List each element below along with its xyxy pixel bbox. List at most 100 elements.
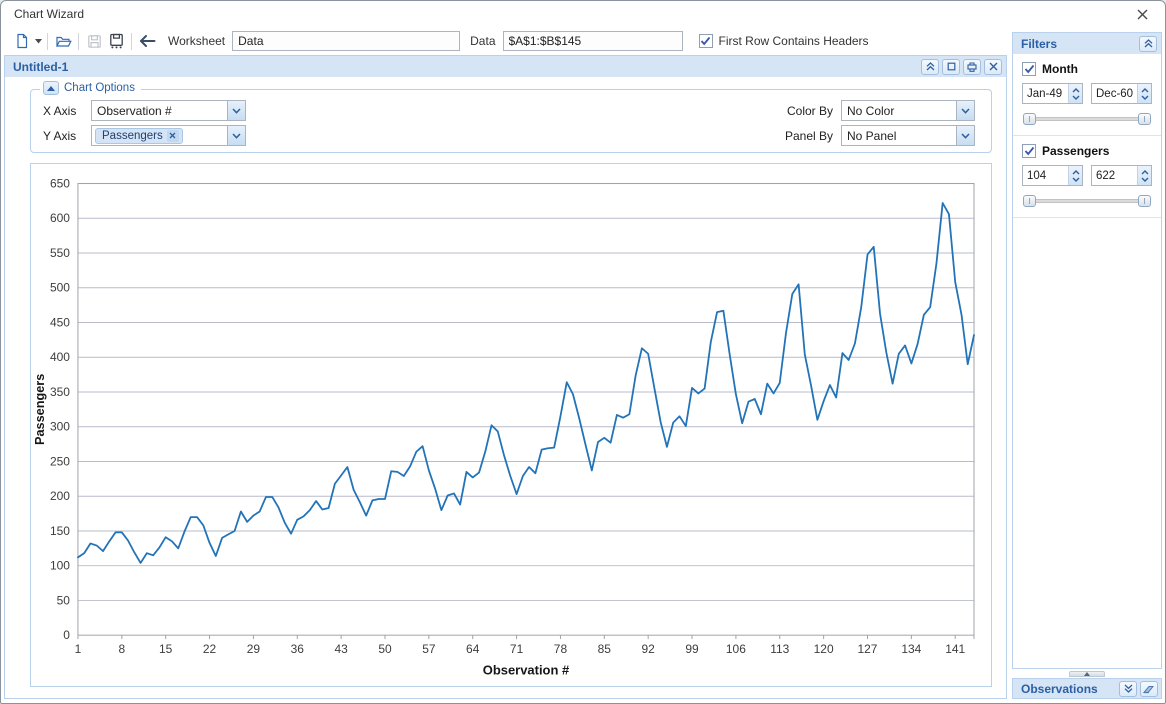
svg-text:Passengers: Passengers (32, 374, 47, 445)
svg-text:Observation #: Observation # (483, 662, 569, 677)
passengers-min-input[interactable] (1023, 166, 1068, 185)
close-icon (169, 132, 176, 139)
open-file-button[interactable] (52, 30, 74, 52)
clear-selection-button[interactable] (1140, 680, 1158, 697)
chevron-down-icon (232, 107, 241, 114)
svg-text:127: 127 (858, 642, 878, 656)
month-filter-checkbox[interactable] (1022, 62, 1036, 76)
close-panel-button[interactable] (984, 58, 1002, 75)
y-axis-dropdown-button[interactable] (227, 126, 245, 145)
month-max-spin-buttons[interactable] (1137, 84, 1151, 103)
month-max-input[interactable] (1092, 84, 1137, 103)
svg-text:106: 106 (726, 642, 746, 656)
x-axis-label: X Axis (43, 103, 77, 118)
chart-options-group: Chart Options X Axis Observation # (30, 81, 992, 153)
new-document-menu-button[interactable] (33, 30, 43, 52)
svg-text:78: 78 (554, 642, 568, 656)
panel-splitter[interactable] (1012, 669, 1162, 678)
svg-text:450: 450 (50, 316, 70, 330)
svg-text:500: 500 (50, 281, 70, 295)
splitter-grip[interactable] (1069, 670, 1105, 677)
svg-text:134: 134 (901, 642, 921, 656)
y-axis-label: Y Axis (43, 128, 77, 143)
new-document-button[interactable] (11, 30, 33, 52)
filters-title: Filters (1021, 36, 1058, 51)
chevron-up-icon (1141, 87, 1148, 92)
svg-text:350: 350 (50, 385, 70, 399)
x-axis-combobox[interactable]: Observation # (91, 100, 246, 121)
chart-area[interactable]: 0 50 100 150 200 250 300 350 400 450 500 550 600 650 1… (30, 163, 992, 687)
month-slider-max-handle[interactable] (1138, 113, 1151, 125)
observations-panel-header: Observations (1012, 678, 1162, 699)
print-button[interactable] (963, 58, 981, 75)
svg-text:43: 43 (334, 642, 348, 656)
svg-text:400: 400 (50, 350, 70, 364)
expand-observations-button[interactable] (1119, 680, 1137, 697)
y-axis-combobox[interactable]: Passengers (91, 125, 246, 146)
passengers-slider-min-handle[interactable] (1023, 195, 1036, 207)
triangle-up-icon (47, 85, 55, 91)
toolbar-separator (47, 32, 48, 50)
filters-panel: Filters Month (1012, 32, 1162, 669)
export-data-button[interactable] (105, 30, 127, 52)
passengers-filter-checkbox[interactable] (1022, 144, 1036, 158)
remove-y-axis-tag-button[interactable] (166, 129, 179, 142)
chevron-down-icon (1072, 177, 1079, 182)
first-row-headers-checkbox[interactable] (698, 34, 713, 48)
panel-by-dropdown-button[interactable] (956, 126, 974, 145)
svg-text:113: 113 (770, 642, 790, 656)
data-range-input[interactable] (502, 31, 683, 51)
float-window-button[interactable] (942, 58, 960, 75)
float-window-icon (947, 62, 955, 71)
slider-track[interactable] (1023, 117, 1151, 121)
color-by-dropdown-button[interactable] (956, 101, 974, 120)
svg-text:36: 36 (291, 642, 305, 656)
observations-title: Observations (1021, 681, 1098, 696)
filters-empty-space (1013, 218, 1161, 668)
data-range-label: Data (470, 34, 496, 48)
slider-track[interactable] (1023, 199, 1151, 203)
back-arrow-icon (140, 35, 156, 47)
passengers-max-input[interactable] (1092, 166, 1137, 185)
passengers-slider-max-handle[interactable] (1138, 195, 1151, 207)
month-min-input[interactable] (1023, 84, 1068, 103)
toolbar-separator (131, 32, 132, 50)
collapse-panel-button[interactable] (921, 58, 939, 75)
save-button[interactable] (83, 30, 105, 52)
color-by-combobox[interactable]: No Color (841, 100, 975, 121)
passengers-range-slider[interactable] (1023, 195, 1151, 207)
passengers-max-spin-buttons[interactable] (1137, 166, 1151, 185)
panel-by-combobox[interactable]: No Panel (841, 125, 975, 146)
worksheet-input[interactable] (232, 31, 461, 51)
document-header: Untitled-1 (5, 56, 1006, 77)
window-close-button[interactable] (1127, 3, 1157, 25)
filters-column: Filters Month (1012, 32, 1162, 699)
chevron-down-icon (1141, 95, 1148, 100)
toolbar-separator (78, 32, 79, 50)
passengers-line-chart[interactable]: 0501001502002503003504004505005506006501… (31, 164, 991, 686)
close-icon (989, 62, 997, 71)
x-axis-dropdown-button[interactable] (227, 101, 245, 120)
new-document-icon (17, 33, 28, 49)
worksheet-label: Worksheet (168, 34, 226, 48)
back-button[interactable] (136, 30, 158, 52)
collapse-filters-button[interactable] (1139, 35, 1157, 52)
first-row-headers-label: First Row Contains Headers (718, 34, 869, 48)
month-max-spinner (1091, 83, 1152, 104)
month-range-slider[interactable] (1023, 113, 1151, 125)
collapse-options-button[interactable] (43, 81, 59, 95)
chevron-up-icon (1072, 169, 1079, 174)
document-panel: Untitled-1 (4, 55, 1007, 699)
chevron-down-icon (232, 132, 241, 139)
chevron-down-icon (961, 107, 970, 114)
passengers-min-spin-buttons[interactable] (1068, 166, 1082, 185)
passengers-filter-group: Passengers (1013, 136, 1161, 218)
svg-text:141: 141 (945, 642, 965, 656)
caret-down-icon (34, 38, 42, 43)
month-min-spin-buttons[interactable] (1068, 84, 1082, 103)
svg-text:22: 22 (203, 642, 216, 656)
svg-text:100: 100 (50, 559, 70, 573)
month-slider-min-handle[interactable] (1023, 113, 1036, 125)
svg-text:50: 50 (378, 642, 392, 656)
